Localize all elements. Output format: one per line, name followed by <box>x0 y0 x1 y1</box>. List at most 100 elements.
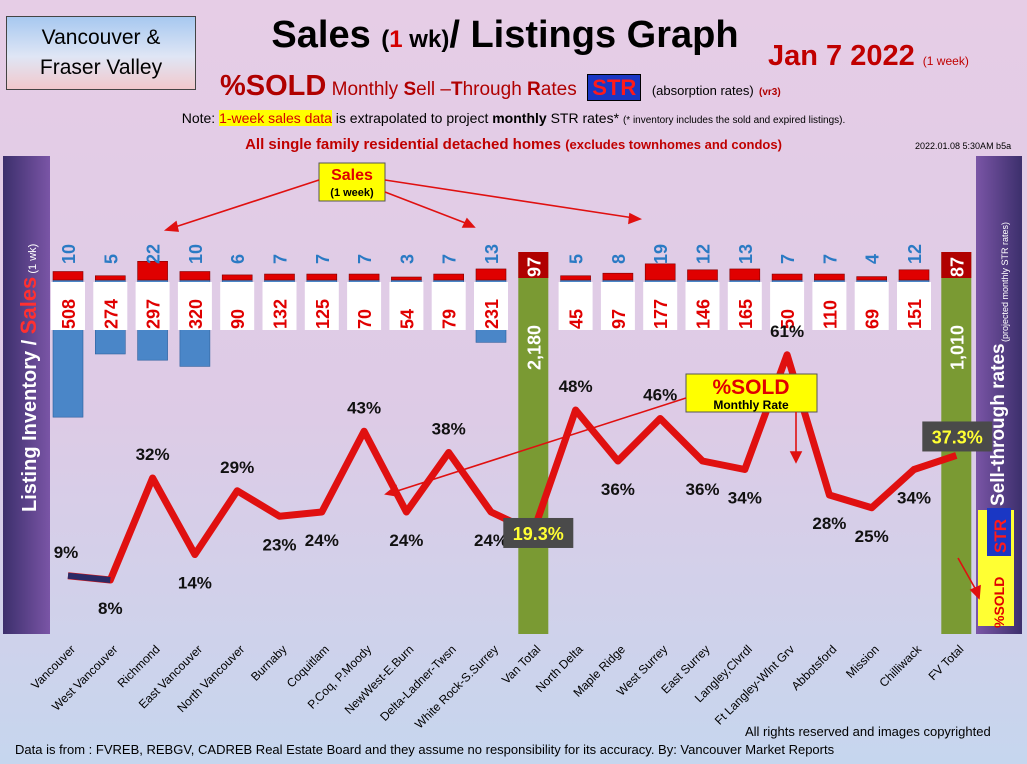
right-axis-str-box <box>987 508 1011 556</box>
inventory-label-box <box>897 282 931 330</box>
sold-callout-label: %SOLD <box>712 376 789 399</box>
note-highlight: 1-week sales data <box>219 110 332 126</box>
total-sales-bar <box>941 252 972 278</box>
inventory-label-box <box>389 282 424 330</box>
inventory-label-box <box>727 282 762 330</box>
category-label: FV Total <box>926 642 967 683</box>
subtitle-sold: %SOLD <box>220 70 327 102</box>
sales-label: 7 <box>820 254 840 264</box>
inventory-label-box <box>347 282 382 330</box>
sales-bar <box>771 273 803 281</box>
inventory-label-box <box>558 282 593 330</box>
pct-label: 36% <box>685 480 719 499</box>
footer-source: Data is from : FVREB, REBGV, CADREB Real… <box>15 742 835 757</box>
sales-bar <box>179 271 211 281</box>
inventory-label: 54 <box>397 309 417 329</box>
inventory-label: 177 <box>651 299 671 329</box>
inventory-label-box <box>770 282 805 330</box>
inventory-label-box <box>304 282 339 330</box>
inventory-label: 110 <box>820 300 840 329</box>
sales-label: 12 <box>905 244 925 264</box>
right-axis-pct-sold: %SOLD <box>991 577 1007 628</box>
pct-label: 29% <box>220 458 254 477</box>
sales-label: 12 <box>694 244 714 264</box>
sales-bar <box>814 273 845 281</box>
sales-callout-box <box>318 162 386 202</box>
sales-callout-label: Sales <box>331 167 373 184</box>
sales-bar <box>52 271 84 281</box>
inventory-label: 165 <box>736 299 756 329</box>
category-label: White Rock-S.Surrey <box>412 642 501 731</box>
inventory-label-box <box>262 282 297 330</box>
inventory-label: 69 <box>863 309 883 329</box>
inventory-label-box <box>135 282 170 330</box>
category-label: Abbotsford <box>789 642 840 693</box>
subtitle-r: R <box>527 79 541 100</box>
sales-bar <box>856 276 888 281</box>
sold-callout-box <box>685 373 818 413</box>
inventory-label-box <box>854 282 889 330</box>
subtitle: %SOLD Monthly Sell –Through Rates STR (a… <box>220 70 781 103</box>
sales-label: 7 <box>778 254 798 264</box>
title-part-2: / Listings Graph <box>449 14 739 56</box>
sales-label: 7 <box>313 254 333 264</box>
pct-label: 46% <box>643 386 677 405</box>
left-axis-panel <box>3 156 50 634</box>
note-line: Note: 1-week sales data is extrapolated … <box>0 110 1027 126</box>
subtitle-monthly: Monthly <box>326 79 404 100</box>
inventory-label: 2,180 <box>524 325 544 370</box>
region-box: Vancouver & Fraser Valley <box>6 16 196 90</box>
sales-bar <box>687 269 718 281</box>
sales-label: 87 <box>947 257 967 277</box>
inventory-label-box <box>51 282 85 330</box>
inventory-label-box <box>220 282 255 330</box>
sales-bar <box>391 276 422 281</box>
subtitle-t: T <box>450 79 463 100</box>
inventory-label: 125 <box>313 299 333 329</box>
title-part-1: Sales <box>271 14 382 56</box>
inventory-label: 274 <box>101 299 121 329</box>
filter-sub: (excludes townhomes and condos) <box>565 137 782 152</box>
total-pct-label: 37.3% <box>932 427 983 447</box>
total-bar <box>518 252 549 634</box>
sales-bar <box>602 272 634 281</box>
sales-label: 7 <box>440 254 460 264</box>
total-sales-bar <box>518 252 549 278</box>
region-line-1: Vancouver & <box>41 26 161 49</box>
category-label: Burnaby <box>248 642 290 684</box>
left-axis-sales: Sales <box>16 277 41 335</box>
pct-label: 48% <box>559 377 593 396</box>
sales-label: 97 <box>524 257 544 277</box>
sales-bar <box>95 275 126 281</box>
pct-label: 24% <box>474 531 508 550</box>
sales-label: 6 <box>228 254 248 264</box>
sales-bar <box>560 275 591 281</box>
note-middle: is extrapolated to project <box>331 110 493 126</box>
subtitle-ell: ell – <box>416 79 451 100</box>
pct-label: 34% <box>897 489 931 508</box>
pct-label: 24% <box>305 531 339 550</box>
sold-callout-note: Monthly Rate <box>713 398 789 412</box>
inventory-label: 231 <box>482 299 502 329</box>
subtitle-version: (vr3) <box>759 87 781 98</box>
pct-label: 28% <box>812 514 846 533</box>
sales-bar <box>644 263 676 281</box>
inventory-label: 297 <box>144 299 164 329</box>
sales-label: 13 <box>482 244 502 264</box>
inventory-label: 50 <box>778 309 798 329</box>
inventory-label: 1,010 <box>947 325 967 370</box>
pct-label: 23% <box>262 535 296 554</box>
chart-title: Sales (1 wk)/ Listings Graph <box>215 14 795 57</box>
total-pct-box <box>922 421 993 452</box>
note-monthly: monthly <box>492 110 547 126</box>
left-axis-inventory: Listing Inventory / <box>19 334 41 512</box>
title-paren: ( <box>381 26 390 53</box>
sales-label: 3 <box>397 254 417 264</box>
sales-label: 7 <box>355 254 375 264</box>
inventory-label: 45 <box>567 309 587 329</box>
pct-label: 34% <box>728 489 762 508</box>
subtitle-ates: ates <box>540 79 577 100</box>
inventory-label: 151 <box>905 299 925 329</box>
note-suffix: STR rates* <box>546 110 623 126</box>
